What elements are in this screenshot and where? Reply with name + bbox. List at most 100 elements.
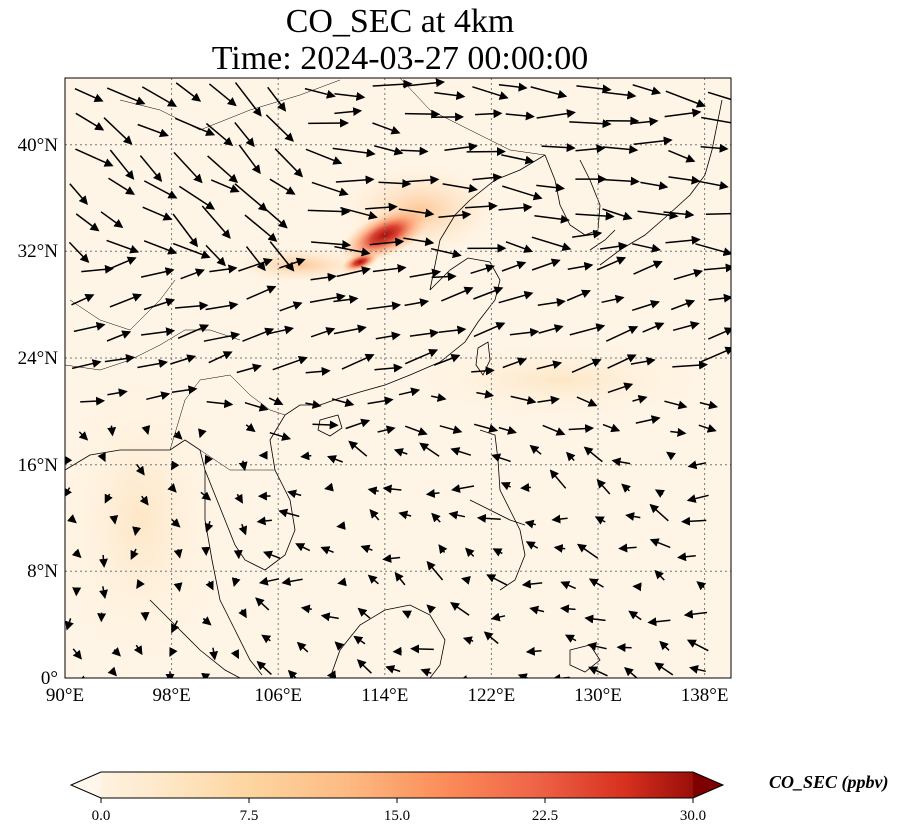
wind-arrow [576, 543, 599, 559]
wind-arrow [205, 580, 214, 591]
wind-arrow [331, 398, 355, 407]
wind-arrow [498, 290, 534, 304]
wind-arrow [659, 640, 670, 651]
wind-arrow [642, 322, 665, 333]
wind-arrow [404, 298, 430, 308]
wind-arrow [534, 214, 570, 224]
wind-arrow [265, 209, 288, 229]
wind-arrow [372, 122, 401, 135]
wind-arrow [707, 327, 731, 340]
lon-tick-label: 122°E [468, 685, 516, 706]
wind-arrow [382, 484, 402, 494]
wind-arrow [296, 641, 309, 653]
wind-arrow [498, 203, 533, 213]
wind-arrow [700, 346, 731, 363]
wind-arrow [470, 264, 496, 275]
wind-arrow [537, 297, 566, 307]
wind-arrow [145, 680, 151, 689]
wind-arrow [334, 107, 363, 117]
wind-arrow [372, 263, 407, 273]
wind-arrow [103, 117, 133, 145]
wind-arrow [631, 299, 660, 312]
wind-arrow [234, 82, 262, 117]
wind-arrow [244, 214, 278, 242]
wind-arrow [509, 327, 540, 337]
wind-arrow [210, 179, 240, 193]
wind-arrow [663, 209, 695, 219]
wind-arrow [75, 148, 114, 167]
wind-arrow [310, 272, 337, 282]
wind-arrow [256, 516, 272, 526]
colorbar-tick-label: 22.5 [532, 808, 558, 824]
wind-arrow [632, 84, 662, 96]
wind-arrow [703, 263, 731, 273]
wind-arrow [177, 324, 210, 339]
map-frame [64, 77, 732, 679]
wind-arrow [448, 510, 466, 520]
wind-arrow [566, 289, 591, 302]
wind-arrow [458, 675, 468, 678]
wind-arrow [433, 354, 461, 366]
wind-arrow [696, 581, 707, 591]
wind-arrow [337, 577, 347, 587]
wind-arrow [173, 582, 183, 592]
colorbar-tick-label: 0.0 [92, 808, 111, 824]
wind-arrow [175, 82, 202, 102]
wind-arrow [172, 213, 199, 248]
wind-arrow [345, 418, 371, 430]
wind-arrow [310, 327, 336, 338]
wind-arrow [601, 294, 625, 304]
wind-arrow [137, 359, 168, 369]
wind-arrow [605, 326, 639, 342]
wind-arrow [369, 237, 405, 247]
wind-arrow [498, 82, 528, 92]
lat-tick-label: 0° [41, 668, 58, 689]
wind-arrow [341, 353, 375, 370]
wind-arrow [375, 331, 401, 341]
wind-arrow [587, 641, 607, 651]
wind-arrow [269, 241, 295, 272]
wind-arrow [560, 604, 576, 614]
map-title: CO_SEC at 4km [285, 3, 515, 40]
wind-arrow [244, 401, 269, 412]
wind-arrow [410, 644, 434, 654]
wind-arrow [353, 635, 366, 645]
wind-arrow [174, 117, 216, 136]
wind-arrow [279, 301, 303, 312]
wind-arrow [272, 355, 308, 371]
wind-arrow [80, 396, 106, 406]
wind-arrow [654, 569, 665, 581]
wind-arrow [320, 612, 339, 622]
wind-arrow [510, 395, 537, 405]
wind-arrow [683, 609, 708, 619]
wind-arrow [245, 423, 256, 433]
wind-arrow [205, 122, 234, 147]
wind-arrow [279, 257, 306, 269]
wind-arrow [394, 571, 406, 586]
wind-arrow [707, 91, 731, 101]
wind-arrow [312, 420, 339, 430]
wind-arrow [255, 597, 270, 611]
wind-arrow [269, 431, 292, 441]
wind-arrow [571, 358, 602, 373]
wind-arrow [670, 427, 687, 437]
wind-arrow [689, 665, 706, 674]
wind-arrow [140, 611, 150, 622]
wind-arrow [502, 357, 527, 369]
wind-arrow [141, 327, 176, 337]
wind-arrow [68, 241, 90, 263]
wind-arrow [465, 547, 475, 558]
wind-arrow [143, 180, 178, 199]
wind-arrow [269, 178, 296, 195]
wind-arrow [77, 675, 88, 678]
wind-arrow [241, 683, 242, 691]
wind-arrow [529, 605, 545, 615]
wind-arrow [295, 543, 311, 552]
wind-arrow [633, 260, 663, 275]
colorbar-tick-label: 7.5 [240, 808, 259, 824]
wind-arrow [367, 396, 394, 406]
wind-arrow [560, 581, 576, 590]
wind-arrow [334, 245, 371, 257]
wind-arrow [374, 363, 403, 373]
wind-arrow [141, 86, 178, 107]
